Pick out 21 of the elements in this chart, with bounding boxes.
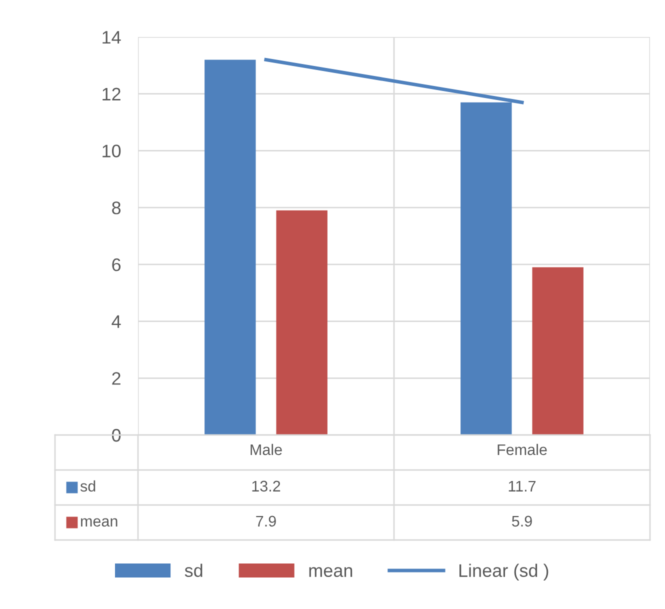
data-label: 11.7 — [508, 480, 536, 492]
bar — [276, 210, 328, 435]
legend-label: mean — [309, 567, 352, 577]
y-tick-label: 6 — [112, 258, 121, 272]
x-tick-label: Male — [250, 444, 282, 456]
y-tick-label: 4 — [112, 315, 121, 328]
legend-label: sd — [80, 480, 96, 492]
bar — [532, 267, 584, 435]
bar — [204, 60, 256, 435]
data-label: 13.2 — [252, 480, 280, 492]
data-label: 5.9 — [512, 516, 532, 527]
text: sd — [184, 564, 202, 577]
y-tick-label: 14 — [102, 31, 121, 44]
y-tick-label: 2 — [112, 372, 120, 385]
y-tick-label: 8 — [112, 202, 121, 214]
y-tick-label: 10 — [102, 144, 121, 158]
legend-label: Linear (sd ) — [459, 564, 548, 581]
text: mean — [81, 518, 118, 527]
x-tick-label: Female — [498, 444, 547, 456]
data-label: 7.9 — [256, 516, 276, 527]
y-tick-label: 12 — [102, 88, 120, 100]
